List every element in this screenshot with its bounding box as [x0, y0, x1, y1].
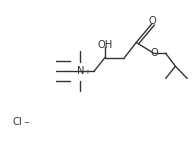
Text: −: −	[24, 120, 29, 126]
Text: O: O	[151, 48, 159, 58]
Text: Cl: Cl	[13, 117, 23, 127]
Text: OH: OH	[97, 40, 113, 50]
Text: O: O	[148, 16, 156, 26]
Text: N: N	[77, 66, 84, 76]
Text: +: +	[84, 69, 90, 75]
